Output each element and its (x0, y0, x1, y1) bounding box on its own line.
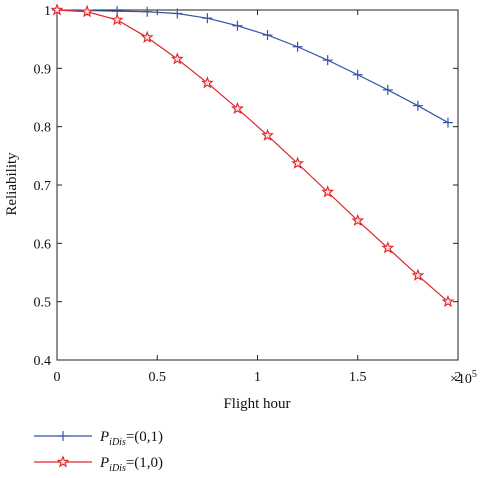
data-point (381, 241, 395, 254)
legend-label: PiDis=(1,0) (99, 455, 163, 474)
data-point (202, 13, 213, 24)
legend-label: PiDis=(0,1) (99, 429, 163, 448)
y-tick-label: 1 (44, 4, 51, 19)
legend-item-2: PiDis=(1,0) (34, 455, 163, 474)
y-tick-label: 0.9 (34, 62, 52, 77)
series-layer (50, 3, 455, 308)
data-point (411, 268, 425, 281)
data-point (321, 185, 335, 198)
legend-marker (58, 431, 68, 441)
data-point (352, 69, 363, 80)
data-point (291, 156, 305, 169)
data-point (382, 84, 393, 95)
x-tick-label: 0 (54, 370, 61, 385)
data-point (200, 76, 214, 89)
x-tick-label: 0.5 (149, 370, 167, 385)
data-point (292, 41, 303, 52)
legend-marker (56, 455, 70, 468)
data-point (322, 55, 333, 66)
data-point (232, 20, 243, 31)
data-point (231, 101, 244, 115)
y-tick-label: 0.8 (34, 121, 52, 136)
data-point (441, 294, 455, 308)
y-tick-label: 0.4 (34, 354, 52, 369)
x-tick-label: 2 (455, 370, 462, 385)
axes-layer: 0 0.5 1 1.5 2 0.4 0.5 0.6 0.7 0.8 0.9 1 (34, 4, 462, 385)
x-multiplier: ×105 (450, 369, 477, 387)
data-point (140, 30, 154, 43)
data-point (142, 6, 153, 17)
data-point (412, 100, 423, 111)
legend-item-1: PiDis=(0,1) (34, 429, 163, 448)
data-point (442, 117, 453, 128)
plot-frame (56, 9, 459, 361)
data-point (80, 4, 94, 18)
series-1 (52, 5, 453, 128)
data-point (261, 128, 274, 141)
data-point (170, 52, 184, 65)
y-tick-label: 0.6 (34, 237, 52, 252)
data-point (50, 3, 64, 16)
y-axis-label: Reliability (4, 152, 20, 216)
y-tick-label: 0.5 (34, 296, 52, 311)
data-point (110, 13, 124, 26)
series-2 (50, 3, 455, 308)
x-axis-label: Flight hour (223, 396, 290, 412)
data-point (351, 213, 365, 227)
data-point (262, 30, 273, 41)
y-tick-label: 0.7 (34, 179, 52, 194)
data-point (172, 8, 183, 19)
x-tick-label: 1 (254, 370, 261, 385)
series-line (56, 9, 449, 303)
series-line (56, 9, 449, 124)
legend: PiDis=(0,1) PiDis=(1,0) (34, 429, 163, 474)
x-tick-label: 1.5 (349, 370, 367, 385)
